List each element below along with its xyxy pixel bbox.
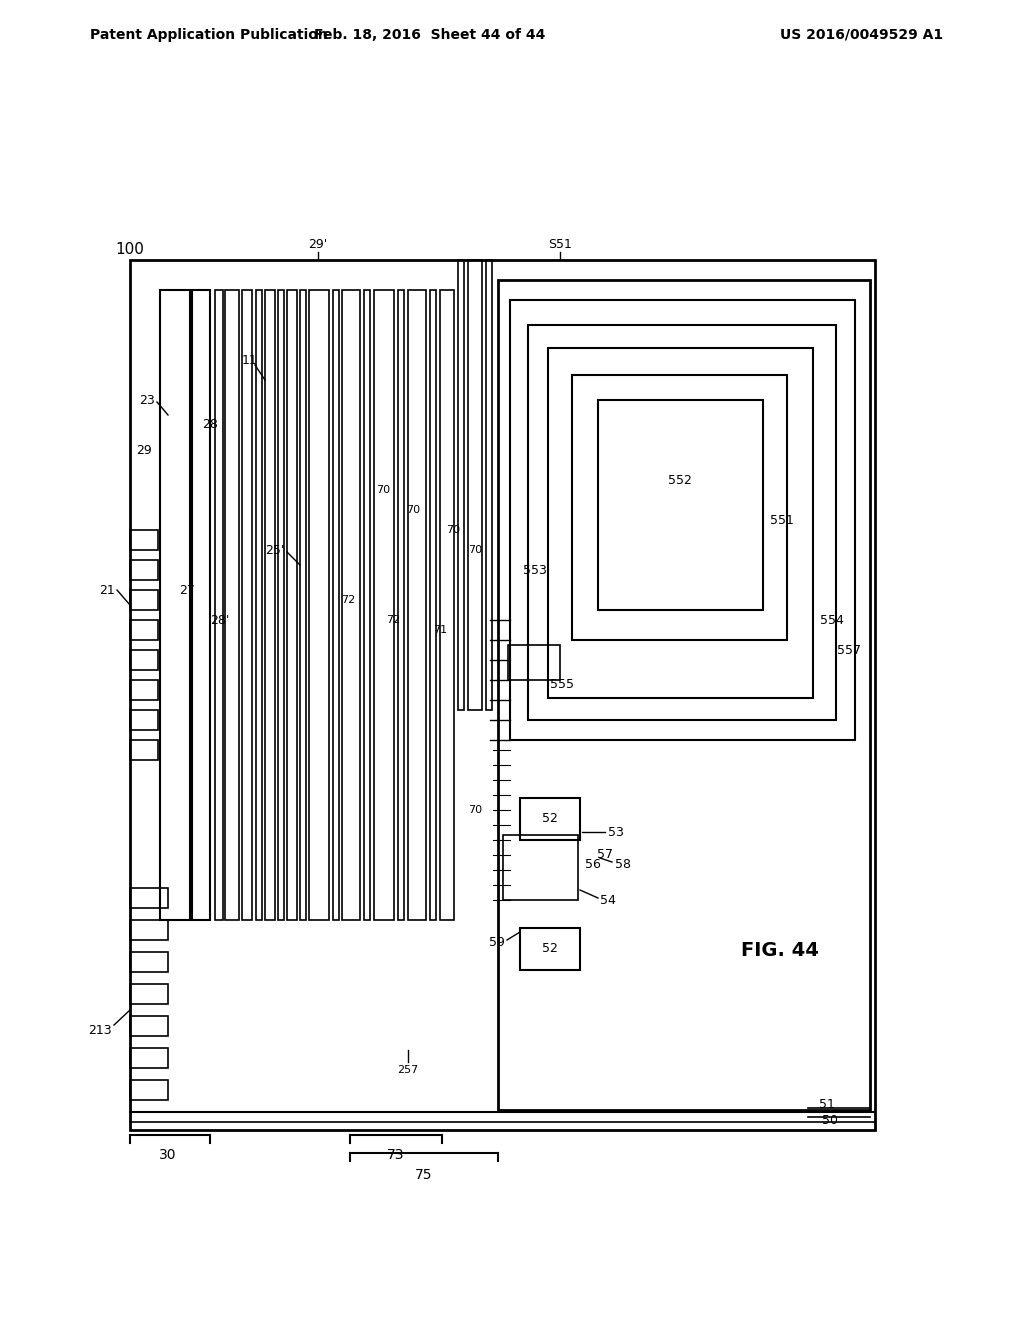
Bar [503, 836, 578, 900]
Bar [278, 290, 284, 920]
Text: 100: 100 [115, 243, 144, 257]
Bar [130, 888, 168, 908]
Text: 53: 53 [608, 825, 624, 838]
Bar [130, 952, 168, 972]
Bar [130, 649, 158, 671]
Text: FIG. 44: FIG. 44 [741, 940, 819, 960]
Text: 552: 552 [668, 474, 692, 487]
Bar [130, 741, 158, 760]
Text: 72: 72 [341, 595, 355, 605]
Text: Patent Application Publication: Patent Application Publication [90, 28, 328, 42]
Text: 213: 213 [88, 1023, 112, 1036]
Bar [130, 983, 168, 1005]
Bar [130, 1080, 168, 1100]
Bar [256, 290, 262, 920]
Bar [440, 290, 454, 920]
Bar [130, 620, 158, 640]
Text: 59: 59 [489, 936, 505, 949]
Text: 11: 11 [242, 354, 258, 367]
Bar [342, 290, 360, 920]
Text: 56: 56 [585, 858, 601, 871]
Text: 54: 54 [600, 894, 615, 907]
Text: US 2016/0049529 A1: US 2016/0049529 A1 [780, 28, 943, 42]
Text: 52: 52 [542, 942, 558, 956]
Bar [458, 260, 464, 710]
Text: 71: 71 [433, 624, 447, 635]
Text: 51: 51 [819, 1098, 835, 1111]
Bar [430, 290, 436, 920]
Bar [486, 260, 492, 710]
Bar [130, 560, 158, 579]
Bar [130, 920, 168, 940]
Text: 21: 21 [99, 583, 115, 597]
Text: 23: 23 [139, 393, 155, 407]
Text: 72: 72 [386, 615, 400, 624]
Bar [130, 260, 874, 1130]
Text: 257: 257 [397, 1065, 419, 1074]
Bar [498, 280, 870, 1110]
Text: 70: 70 [445, 525, 460, 535]
Bar [265, 290, 275, 920]
Bar [374, 290, 394, 920]
Bar [598, 400, 763, 610]
Text: 553: 553 [523, 564, 547, 577]
Bar [548, 348, 813, 698]
Bar [364, 290, 370, 920]
Bar [242, 290, 252, 920]
Bar [520, 928, 580, 970]
Bar [510, 300, 855, 741]
Bar [572, 375, 787, 640]
Text: 29: 29 [136, 444, 152, 457]
Text: S51: S51 [548, 239, 572, 252]
Text: 75: 75 [416, 1168, 433, 1181]
Bar [408, 290, 426, 920]
Text: 557: 557 [837, 644, 861, 656]
Text: 70: 70 [376, 484, 390, 495]
Bar [130, 590, 158, 610]
Text: 27: 27 [179, 583, 195, 597]
Text: 25': 25' [265, 544, 285, 557]
Bar [508, 645, 560, 680]
Bar [468, 260, 482, 710]
Text: 28: 28 [202, 418, 218, 432]
Text: 58: 58 [615, 858, 631, 871]
Text: 28': 28' [210, 614, 229, 627]
Bar [130, 1048, 168, 1068]
Text: 52: 52 [542, 813, 558, 825]
Text: 57: 57 [597, 849, 613, 862]
Text: 70: 70 [406, 506, 420, 515]
Bar [398, 290, 404, 920]
Bar [309, 290, 329, 920]
Bar [528, 325, 836, 719]
Bar [287, 290, 297, 920]
Bar [225, 290, 239, 920]
Bar [160, 290, 190, 920]
Text: 73: 73 [387, 1148, 404, 1162]
Text: 50: 50 [822, 1114, 838, 1126]
Text: 555: 555 [550, 678, 574, 692]
Text: 551: 551 [770, 513, 794, 527]
Bar [300, 290, 306, 920]
Bar [130, 531, 158, 550]
Text: 29': 29' [308, 239, 328, 252]
Text: Feb. 18, 2016  Sheet 44 of 44: Feb. 18, 2016 Sheet 44 of 44 [314, 28, 546, 42]
Bar [520, 799, 580, 840]
Text: 70: 70 [468, 805, 482, 814]
Bar [215, 290, 223, 920]
Bar [333, 290, 339, 920]
Bar [130, 1016, 168, 1036]
Bar [130, 710, 158, 730]
Bar [130, 680, 158, 700]
Text: 30: 30 [160, 1148, 177, 1162]
Text: 70: 70 [468, 545, 482, 554]
Bar [193, 290, 210, 920]
Text: 554: 554 [820, 614, 844, 627]
